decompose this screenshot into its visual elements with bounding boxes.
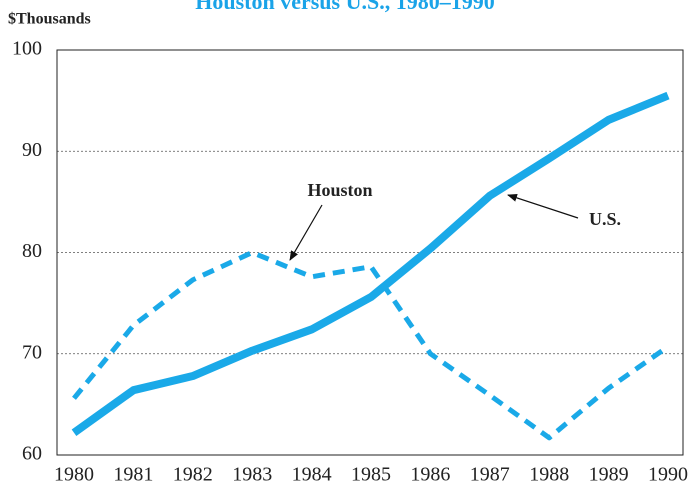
us-label: U.S.	[589, 209, 621, 229]
y-tick-label: 80	[22, 240, 42, 262]
y-axis-label: $Thousands	[8, 11, 91, 28]
x-tick-label: 1987	[470, 464, 510, 486]
chart-title: Houston versus U.S., 1980–1990	[195, 0, 494, 14]
plot-frame	[56, 49, 684, 456]
series-line	[72, 250, 670, 441]
x-tick-label: 1985	[351, 464, 391, 486]
y-tick-label: 100	[12, 38, 42, 60]
x-tick-label: 1983	[232, 464, 272, 486]
us-arrow	[507, 194, 579, 219]
x-tick-label: 1980	[54, 464, 94, 486]
series-line	[71, 91, 670, 436]
houston-label: Houston	[307, 180, 372, 200]
houston-arrow	[289, 204, 323, 261]
x-tick-label: 1986	[410, 464, 450, 486]
x-tick-label: 1982	[173, 464, 213, 486]
y-tick-label: 60	[22, 443, 42, 465]
x-tick-label: 1990	[648, 464, 688, 486]
y-tick-label: 90	[22, 139, 42, 161]
x-tick-label: 1981	[113, 464, 153, 486]
x-tick-label: 1984	[292, 464, 332, 486]
x-tick-label: 1988	[529, 464, 569, 486]
x-tick-label: 1989	[589, 464, 629, 486]
y-tick-label: 70	[22, 341, 42, 363]
